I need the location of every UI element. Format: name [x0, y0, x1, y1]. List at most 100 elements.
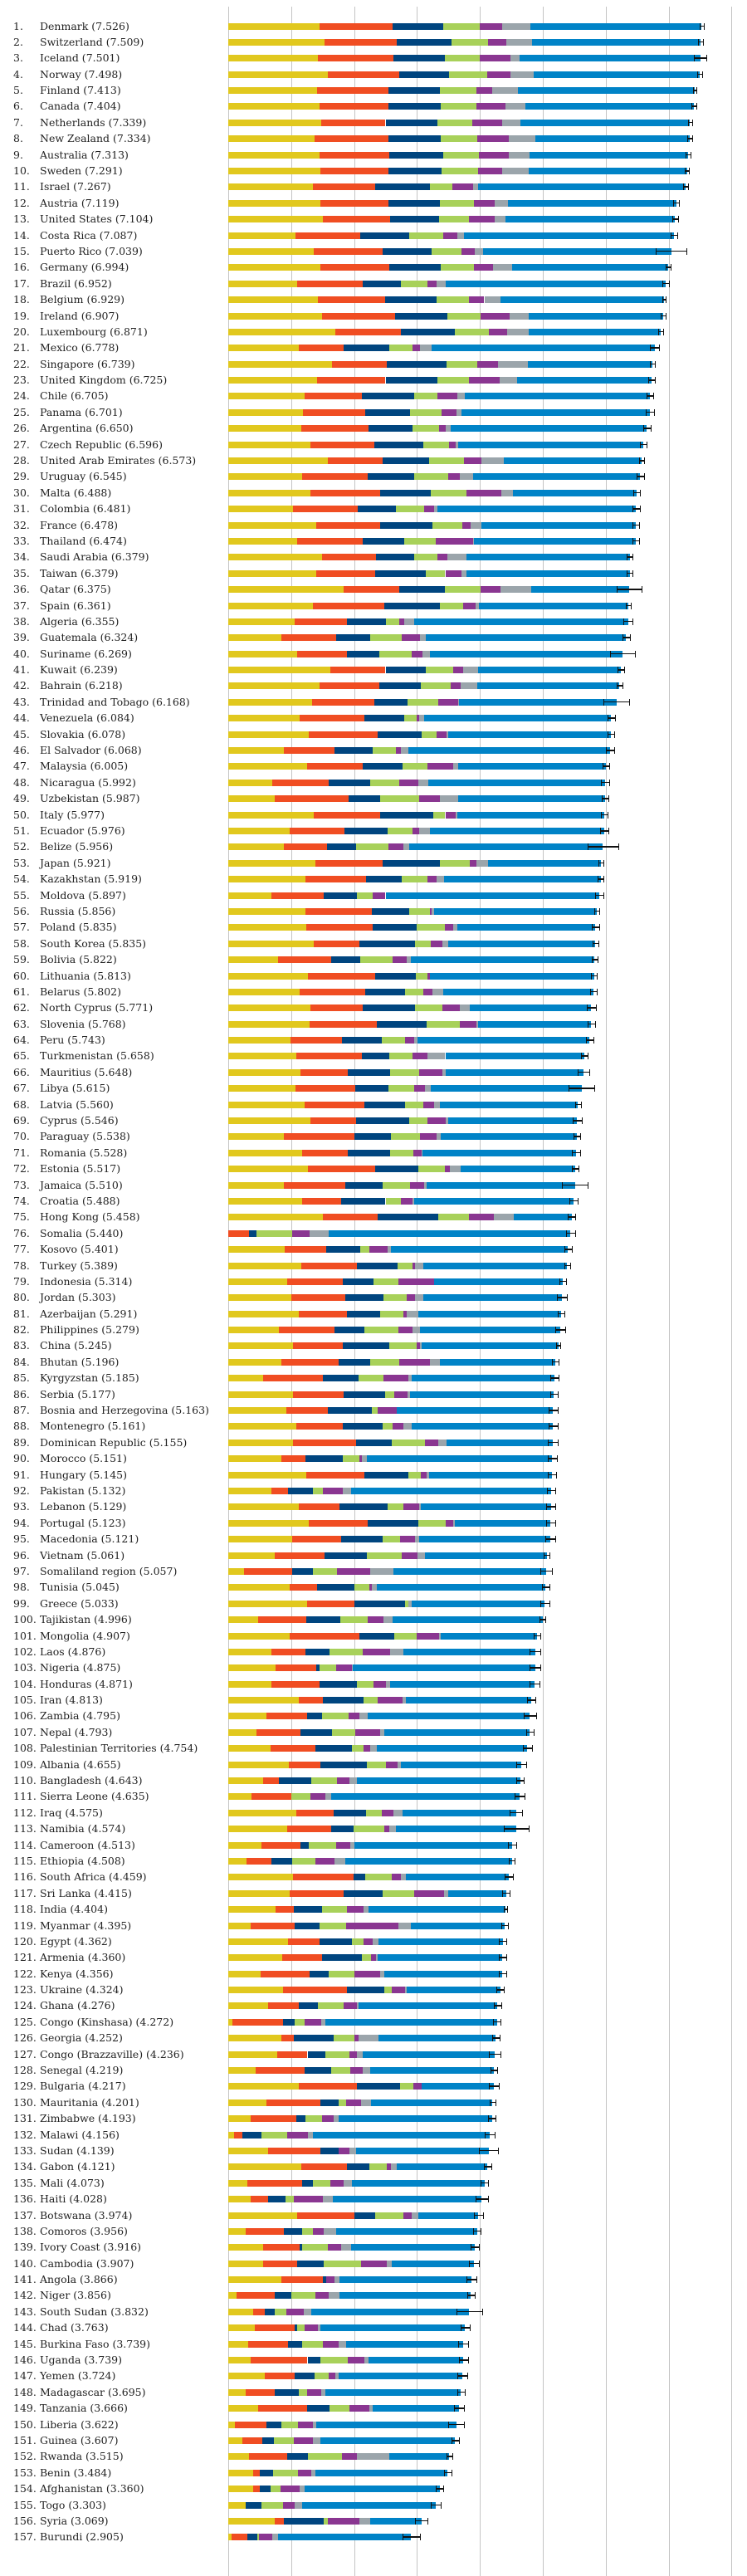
- freedom-segment: [372, 747, 396, 755]
- dystopia-residual-segment: [520, 119, 691, 126]
- corruption-segment: [476, 1020, 478, 1028]
- confidence-interval-errorbar: [617, 586, 643, 594]
- generosity-segment: [292, 1229, 310, 1237]
- freedom-segment: [443, 22, 481, 30]
- social-support-segment: [316, 569, 375, 577]
- corruption-segment: [417, 1552, 426, 1559]
- social-support-segment: [271, 892, 325, 899]
- dystopia-residual-segment: [410, 956, 595, 964]
- life-expectancy-segment: [336, 634, 371, 642]
- rank-number: 101.: [13, 1629, 37, 1642]
- social-support-segment: [310, 441, 374, 448]
- corruption-segment: [309, 1229, 330, 1237]
- gdp-segment: [228, 296, 319, 304]
- social-support-segment: [293, 506, 359, 513]
- confidence-interval-errorbar: [549, 1391, 559, 1398]
- rank-number: 43.: [13, 695, 30, 708]
- corruption-segment: [323, 2196, 333, 2203]
- rank-number: 139.: [13, 2241, 37, 2254]
- corruption-segment: [436, 876, 444, 883]
- dystopia-residual-segment: [428, 779, 606, 786]
- country-row: 109. Albania (4.655): [0, 1757, 747, 1772]
- confidence-interval-errorbar: [546, 1503, 557, 1511]
- rank-number: 37.: [13, 599, 30, 612]
- generosity-segment: [478, 151, 510, 159]
- rank-number: 74.: [13, 1194, 30, 1207]
- gdp-segment: [228, 1117, 311, 1125]
- social-support-segment: [242, 2437, 262, 2444]
- confidence-interval-errorbar: [548, 1455, 558, 1463]
- gdp-segment: [228, 1777, 263, 1784]
- gdp-segment: [228, 2534, 232, 2541]
- corruption-segment: [415, 1294, 423, 1302]
- dystopia-residual-segment: [352, 2179, 485, 2187]
- life-expectancy-segment: [295, 2324, 297, 2332]
- gdp-segment: [228, 1616, 259, 1624]
- life-expectancy-segment: [306, 1713, 322, 1720]
- freedom-segment: [302, 2227, 313, 2235]
- rank-number: 65.: [13, 1049, 30, 1063]
- social-support-segment: [261, 1970, 310, 1977]
- corruption-segment: [343, 2179, 353, 2187]
- confidence-interval-errorbar: [649, 360, 656, 368]
- generosity-segment: [336, 1841, 351, 1849]
- country-row: 112. Iraq (4.575): [0, 1805, 747, 1821]
- rank-number: 14.: [13, 228, 30, 242]
- generosity-segment: [367, 1616, 384, 1624]
- country-label: Angola (3.866): [40, 2273, 118, 2286]
- gdp-segment: [228, 731, 310, 738]
- social-support-segment: [321, 119, 386, 126]
- gdp-segment: [228, 924, 306, 931]
- country-row: 133. Sudan (4.139): [0, 2143, 747, 2158]
- dystopia-residual-segment: [397, 2163, 488, 2171]
- dystopia-residual-segment: [410, 1922, 505, 1929]
- country-label: Egypt (4.362): [40, 1934, 112, 1948]
- corruption-segment: [429, 972, 431, 980]
- country-row: 129. Bulgaria (4.217): [0, 2078, 747, 2094]
- dystopia-residual-segment: [525, 103, 695, 110]
- corruption-segment: [475, 602, 479, 609]
- corruption-segment: [328, 2292, 340, 2300]
- life-expectancy-segment: [347, 618, 387, 625]
- gdp-segment: [228, 795, 276, 803]
- country-row: 95. Macedonia (5.121): [0, 1531, 747, 1547]
- generosity-segment: [337, 1567, 370, 1575]
- country-label: Thailand (6.474): [40, 534, 127, 547]
- rank-number: 138.: [13, 2224, 37, 2237]
- life-expectancy-segment: [326, 1246, 361, 1254]
- freedom-segment: [330, 2405, 350, 2412]
- generosity-segment: [349, 2405, 369, 2412]
- life-expectancy-segment: [259, 2469, 273, 2476]
- confidence-interval-errorbar: [597, 876, 605, 883]
- life-expectancy-segment: [392, 22, 444, 30]
- country-row: 65. Turkmenistan (5.658): [0, 1048, 747, 1063]
- social-support-segment: [267, 2147, 320, 2154]
- rank-number: 112.: [13, 1806, 37, 1819]
- generosity-segment: [438, 425, 447, 433]
- rank-number: 36.: [13, 583, 30, 596]
- confidence-interval-errorbar: [618, 667, 625, 674]
- life-expectancy-segment: [384, 296, 437, 304]
- social-support-segment: [320, 264, 390, 271]
- corruption-segment: [506, 38, 533, 46]
- gdp-segment: [228, 2115, 251, 2123]
- generosity-segment: [338, 2147, 350, 2154]
- confidence-interval-errorbar: [540, 1600, 550, 1607]
- confidence-interval-errorbar: [632, 537, 640, 545]
- freedom-segment: [389, 1053, 413, 1060]
- country-label: Mongolia (4.907): [40, 1629, 130, 1642]
- generosity-segment: [436, 537, 473, 545]
- gdp-segment: [228, 2035, 281, 2042]
- rank-number: 82.: [13, 1323, 30, 1337]
- gdp-segment: [228, 667, 330, 674]
- freedom-segment: [404, 537, 437, 545]
- rank-number: 132.: [13, 2128, 37, 2141]
- country-row: 24. Chile (6.705): [0, 388, 747, 403]
- dystopia-residual-segment: [350, 1487, 551, 1494]
- social-support-segment: [282, 1987, 348, 1994]
- generosity-segment: [363, 1938, 373, 1945]
- country-label: Azerbaijan (5.291): [40, 1307, 138, 1320]
- dystopia-residual-segment: [433, 907, 597, 915]
- freedom-segment: [363, 1697, 378, 1704]
- country-row: 117. Sri Lanka (4.415): [0, 1885, 747, 1901]
